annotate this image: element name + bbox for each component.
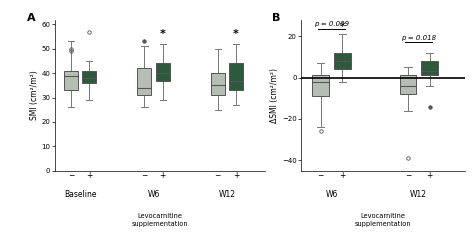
Text: −: − (141, 171, 147, 180)
Bar (137, 68, 151, 95)
Text: −: − (318, 171, 324, 180)
Text: −: − (68, 171, 74, 180)
Bar (421, 61, 438, 75)
Text: A: A (27, 13, 36, 23)
Y-axis label: ΔSMI (cm²/m²): ΔSMI (cm²/m²) (270, 68, 279, 123)
Text: Levocarnitine
supplementation: Levocarnitine supplementation (355, 213, 411, 227)
Text: *: * (233, 29, 239, 39)
Bar (312, 75, 329, 96)
Bar (334, 53, 351, 69)
Bar (211, 73, 225, 95)
Text: +: + (86, 171, 92, 180)
Bar (156, 63, 170, 81)
Text: +: + (233, 171, 239, 180)
Text: p = 0.018: p = 0.018 (401, 35, 436, 41)
Bar (82, 71, 96, 83)
Text: +: + (427, 171, 433, 180)
Text: −: − (215, 171, 221, 180)
Text: +: + (160, 171, 166, 180)
Text: −: − (405, 171, 411, 180)
Text: +: + (339, 171, 346, 180)
Text: Levocarnitine
supplementation: Levocarnitine supplementation (132, 213, 188, 227)
Bar (229, 63, 243, 90)
Bar (64, 71, 78, 90)
Y-axis label: SMI (cm²/m²): SMI (cm²/m²) (29, 70, 38, 120)
Text: *: * (160, 29, 166, 39)
Text: p = 0.009: p = 0.009 (314, 21, 349, 27)
Bar (400, 75, 416, 94)
Text: *: * (339, 22, 345, 32)
Text: B: B (272, 13, 280, 23)
